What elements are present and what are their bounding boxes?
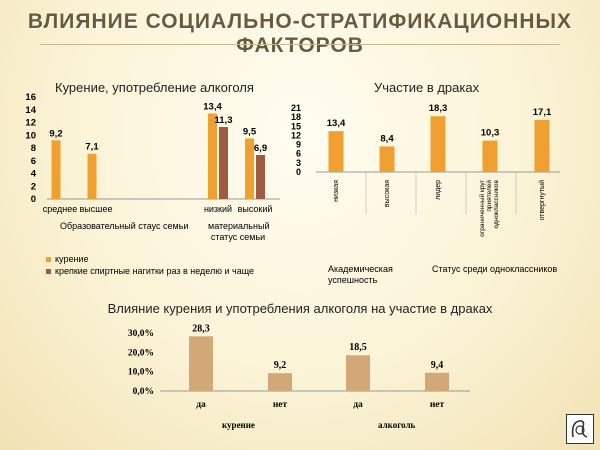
chart1-legend-label-smoking: курение	[55, 254, 89, 264]
chart1-ytick-label: 10	[25, 130, 36, 141]
chart2-bar	[430, 116, 446, 172]
chart1-group-label-education: Образовательный стаус семьи	[60, 221, 189, 231]
title-divider	[40, 44, 560, 45]
chart1-legend-swatch-alcohol	[46, 269, 51, 274]
chart2-group-label-academic: Академическая успешность	[328, 264, 393, 285]
chart2-bar	[379, 146, 395, 172]
chart1-bar	[256, 155, 265, 199]
chart3-group-label-smoking: курение	[222, 420, 255, 430]
chart2-ytick-label: 12	[291, 130, 301, 140]
chart2-ytick-label: 6	[296, 149, 301, 159]
chart2-xtick-label: лидер	[435, 180, 442, 200]
chart1-xtick-label: низкий	[204, 204, 232, 214]
chart3-xtick-label: нет	[273, 400, 288, 410]
chart3-ytick-label: 30,0%	[128, 329, 154, 339]
chart2-xtick-label: низкая	[333, 180, 340, 202]
chart1-ytick-label: 8	[31, 143, 36, 154]
chart2-xtick-label: ограниченный круг	[478, 179, 486, 236]
chart3-bar	[189, 336, 213, 391]
chart1-xtick-label: среднее	[43, 204, 78, 214]
chart1-bar	[245, 138, 254, 199]
chart2-xtick-label: одноклассников	[493, 179, 500, 228]
chart1-bar	[219, 126, 228, 199]
chart2-data-label: 18,3	[429, 103, 448, 114]
chart3-xtick-label: нет	[430, 400, 445, 410]
chart2-data-label: 13,4	[327, 118, 346, 129]
chart3-data-label: 28,3	[192, 323, 210, 334]
chart2-data-label: 10,3	[481, 128, 500, 139]
chart1-ytick-label: 14	[25, 105, 36, 116]
chart2-xtick-label: отвергнутый	[538, 180, 546, 221]
chart1-data-label: 7,1	[85, 142, 99, 153]
chart1-legend-item-alcohol: крепкие спиртные нагитки раз в неделю и …	[46, 266, 254, 276]
chart2-bar	[482, 140, 498, 172]
chart3-ytick-label: 0,0%	[133, 387, 154, 397]
chart2-bar	[328, 131, 344, 172]
chart2-data-label: 8,4	[380, 133, 394, 144]
chart1-ytick-label: 0	[31, 194, 36, 205]
logo-mark	[571, 420, 588, 438]
chart3-ytick-label: 20,0%	[128, 348, 154, 358]
chart1-legend-item-smoking: курение	[46, 254, 88, 264]
chart1-bar	[208, 113, 217, 199]
chart1-ytick-label: 16	[25, 92, 36, 103]
chart2-data-label: 17,1	[533, 107, 552, 118]
chart2-ytick-label: 0	[296, 167, 301, 177]
chart2-bar	[534, 119, 550, 172]
chart1-title: Курение, употребление алкоголя	[55, 80, 254, 95]
chart1-group-label-material: материальный статус семьи	[208, 221, 270, 242]
chart2-ytick-label: 3	[296, 158, 301, 168]
chart2-xtick-label: высокая	[384, 180, 391, 207]
chart3-bar	[268, 373, 292, 391]
chart1-xtick-label: высокий	[238, 204, 273, 214]
chart3-bar	[346, 355, 370, 391]
chart1-data-label: 9,2	[49, 128, 62, 139]
chart2-ytick-label: 21	[291, 103, 301, 113]
chart2-title: Участие в драках	[374, 80, 480, 95]
chart2-ytick-label: 15	[291, 121, 301, 131]
chart1-ytick-label: 6	[31, 156, 36, 167]
chart1-ytick-label: 4	[31, 169, 37, 180]
chart3-xtick-label: да	[196, 400, 206, 410]
page-title: ВЛИЯНИЕ СОЦИАЛЬНО-СТРАТИФИКАЦИОННЫХ ФАКТ…	[27, 10, 573, 57]
chart1-data-label: 6,9	[254, 143, 267, 154]
chart1-legend-swatch-smoking	[46, 257, 51, 262]
chart3-xtick-label: да	[353, 400, 363, 410]
chart3-group-label-alcohol: алкоголь	[378, 420, 416, 430]
chart1-data-label: 9,5	[243, 126, 257, 137]
chart1-bar	[51, 140, 61, 199]
chart3-ytick-label: 10,0%	[128, 368, 154, 378]
chart2-ytick-label: 9	[296, 140, 301, 150]
chart1-ytick-label: 12	[25, 118, 36, 129]
chart1-bar	[87, 153, 97, 199]
chart1-data-label: 11,3	[215, 115, 233, 126]
chart2-xtick-label: приятелей	[485, 180, 493, 212]
chart3-bar	[425, 372, 449, 391]
chart3-data-label: 18,5	[349, 342, 367, 353]
chart1-xtick-label: высшее	[80, 204, 113, 214]
chart3-data-label: 9,2	[274, 360, 287, 371]
chart1-data-label: 13,4	[203, 102, 222, 113]
chart1-legend-label-alcohol: крепкие спиртные нагитки раз в неделю и …	[55, 266, 255, 276]
chart3-title: Влияние курения и употребления алкоголя …	[107, 301, 493, 316]
chart2-ytick-label: 18	[291, 112, 301, 122]
institution-logo	[566, 414, 594, 444]
chart2-group-label-status: Статус среди одноклассников	[432, 264, 558, 274]
chart1-ytick-label: 2	[31, 181, 36, 192]
chart3-data-label: 9,4	[431, 360, 444, 371]
